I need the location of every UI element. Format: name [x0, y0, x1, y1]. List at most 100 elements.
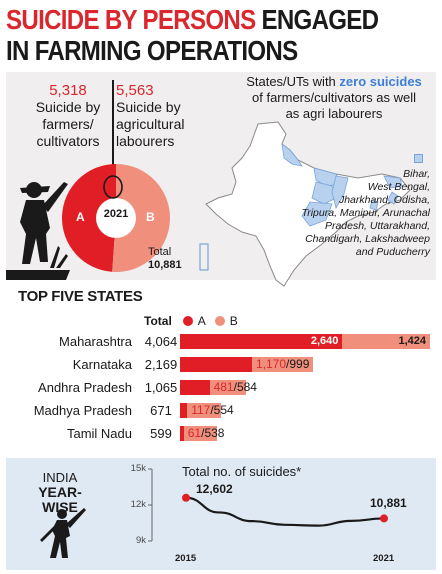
- state-label: Madhya Pradesh: [33, 403, 132, 418]
- bar-b: 1,424: [342, 334, 430, 349]
- bar-b-label: 538: [204, 426, 225, 440]
- bar-b-label: 999: [289, 357, 310, 371]
- region-arunachal: [383, 175, 403, 189]
- stat-farmers-label-2: farmers/: [42, 116, 94, 132]
- bar-b: [187, 403, 222, 418]
- line-chart-title: Total no. of suicides*: [182, 464, 302, 479]
- callout-divider: [112, 80, 114, 178]
- zero-state-line: Bihar,: [403, 168, 430, 180]
- zero-state-line: Jharkhand, Odisha,: [338, 194, 430, 206]
- donut-label-a: A: [76, 210, 85, 224]
- stat-farmers-value: 5,318: [49, 82, 87, 99]
- headline-dark: ENGAGED: [261, 4, 379, 35]
- bar-a-label: 481: [213, 380, 234, 394]
- top-five-legend: Total A B: [144, 314, 238, 328]
- state-total: 671: [150, 403, 172, 418]
- bar-a: 2,640: [180, 334, 343, 349]
- legend-a-label: A: [197, 314, 206, 328]
- bar-b: [183, 426, 217, 441]
- donut-year: 2021: [103, 208, 129, 220]
- headline-red: SUICIDE BY PERSONS: [6, 4, 256, 35]
- region-manipur: [387, 191, 399, 205]
- y-tick-label: 15k: [130, 463, 146, 474]
- bar-separator: /: [233, 380, 237, 394]
- series-line: [185, 496, 385, 527]
- bar-a: [180, 380, 210, 395]
- top-five-title: TOP FIVE STATES: [18, 288, 143, 305]
- bar-separator: /: [201, 426, 205, 440]
- donut-total-value: 10,881: [148, 259, 182, 271]
- data-point-2021: [380, 514, 388, 523]
- india-map: [199, 121, 411, 287]
- stat-farmers-label-3: cultivators: [36, 133, 100, 149]
- stat-labourers-label-2: agricultural: [116, 116, 185, 132]
- zero-suicides-title: States/UTs with zero suicides of farmers…: [234, 74, 434, 122]
- year-wise-title: INDIA YEAR-WISE: [22, 470, 98, 515]
- legend-b-label: B: [229, 314, 238, 328]
- state-total: 4,064: [144, 334, 178, 349]
- bar-b-label: 584: [236, 380, 257, 394]
- donut-marker: [103, 175, 123, 199]
- stat-labourers-label-1: Suicide by: [116, 99, 181, 115]
- zero-state-line: Pradesh, Uttarakhand,: [324, 220, 430, 232]
- zero-state-line: and Puducherry: [355, 246, 430, 258]
- bar-a: [180, 357, 252, 372]
- state-label: Tamil Nadu: [66, 426, 132, 441]
- bar-separator: /: [210, 403, 214, 417]
- bar-ab-label: 117/554: [191, 403, 234, 418]
- bar-a: [180, 426, 184, 441]
- donut-segment-b: [112, 164, 170, 272]
- zero-legend-swatch: [414, 154, 423, 163]
- bar-ab-label: 1,170/999: [256, 357, 309, 372]
- zero-title-line2: of farmers/cultivators as well: [252, 90, 416, 105]
- donut-hole: [96, 198, 136, 238]
- stat-farmers: 5,318 Suicide by farmers/ cultivators: [30, 82, 106, 150]
- zero-states-list: Bihar, West Bengal, Jharkhand, Odisha, T…: [278, 168, 430, 259]
- year-wise-title-1: INDIA: [42, 470, 78, 485]
- stat-labourers-value: 5,563: [116, 82, 154, 99]
- bar-separator: /: [286, 357, 290, 371]
- lakshadweep-box: [199, 243, 209, 271]
- stat-labourers: 5,563 Suicide by agricultural labourers: [116, 82, 202, 150]
- year-wise-title-2: YEAR-WISE: [38, 484, 82, 515]
- bar-b-label: 554: [213, 403, 234, 417]
- bar-a-label: 117: [191, 403, 211, 417]
- region-west-bengal: [331, 175, 349, 210]
- bar-b: [209, 380, 246, 395]
- region-uttarakhand: [281, 143, 303, 167]
- zero-title-pre: States/UTs with: [246, 74, 340, 89]
- x-tick-label-2021: 2021: [373, 553, 395, 564]
- donut-label-b: B: [146, 210, 155, 224]
- state-label: Andhra Pradesh: [38, 380, 132, 395]
- bar-a-label: 2,640: [310, 335, 339, 347]
- zero-state-line: West Bengal,: [367, 181, 430, 193]
- donut-total: Total 10,881: [148, 246, 182, 272]
- stat-labourers-label-3: labourers: [116, 133, 175, 149]
- farmer-silhouette-icon: [6, 182, 70, 280]
- state-total: 599: [150, 426, 172, 441]
- bar-a-label: 1,170: [255, 357, 286, 371]
- y-tick-label: 12k: [130, 499, 146, 510]
- region-tripura: [369, 199, 379, 211]
- top-five-total-header: Total: [144, 314, 172, 328]
- data-point-2015: [182, 493, 190, 502]
- zero-state-line: Chandigarh, Lakshadweep: [305, 233, 430, 245]
- region-odisha: [301, 201, 333, 227]
- state-label: Maharashtra: [59, 334, 132, 349]
- zero-state-line: Tripura, Manipur, Arunachal: [301, 207, 430, 219]
- state-total: 2,169: [144, 357, 178, 372]
- legend-a-dot: [182, 316, 193, 326]
- data-label-2015: 12,602: [196, 481, 233, 496]
- bar-ab-label: 61/538: [188, 426, 225, 441]
- farmer-hoe-icon: [40, 508, 86, 558]
- bar-a-label: 61: [187, 426, 202, 440]
- donut-chart: [62, 164, 170, 272]
- x-tick-label-2015: 2015: [175, 553, 197, 564]
- bar-b-label: 1,424: [398, 335, 426, 347]
- y-tick-label: 9k: [135, 535, 146, 546]
- zero-title-highlight: zero suicides: [339, 74, 422, 89]
- stat-farmers-label-1: Suicide by: [35, 99, 101, 115]
- donut-total-label: Total: [148, 246, 172, 258]
